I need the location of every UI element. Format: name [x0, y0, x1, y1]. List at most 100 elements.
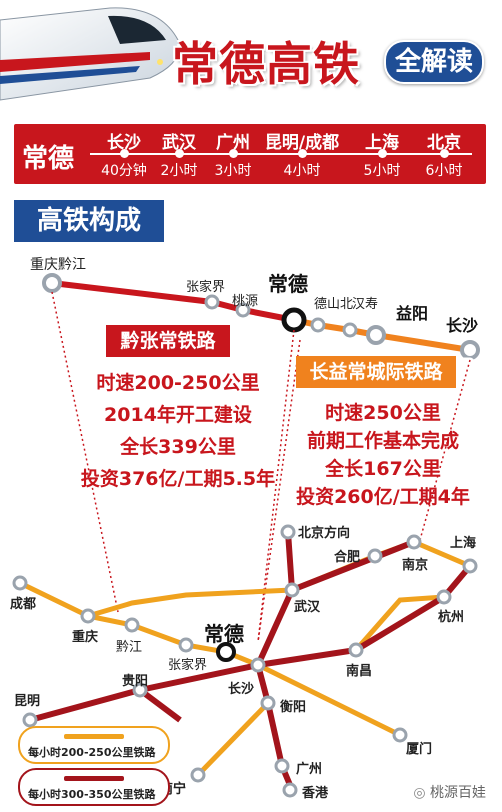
city-guangzhou: [274, 758, 290, 774]
city-xiamen: [392, 727, 408, 743]
header-banner: 常德高铁 全解读: [0, 0, 502, 110]
label-kunming: 昆明: [14, 694, 41, 709]
travel-dest-city: 广州: [216, 133, 250, 153]
railway-investment: 投资260亿/工期4年: [296, 486, 470, 508]
label-changsha: 长沙: [446, 316, 479, 335]
yellow-railway: [256, 662, 402, 738]
qianzhangchang-line: [51, 280, 295, 323]
label-taoyuan: 桃源: [232, 294, 259, 309]
travel-dest-time: 5小时: [363, 163, 401, 179]
legend-item-200-250: 每小时200-250公里铁路: [18, 726, 170, 764]
city-kunming: [22, 712, 38, 728]
page-title: 常德高铁: [172, 37, 360, 91]
city-chongqing: [80, 608, 96, 624]
label-wuhan: 武汉: [294, 600, 321, 615]
yellow-railway: [196, 701, 270, 777]
station-yiyang: [366, 325, 386, 345]
label-shanghai: 上海: [450, 536, 477, 551]
label-hengyang: 衡阳: [280, 700, 307, 715]
label-hangzhou: 杭州: [438, 610, 465, 625]
travel-time-bar: 常德 长沙 40分钟 武汉 2小时 广州 3小时 昆明/成都 4小时 上海 5小…: [14, 124, 486, 184]
railway-length: 全长167公里: [325, 458, 441, 480]
travel-dest-city: 昆明/成都: [264, 133, 340, 153]
station-zhangjiajie: [204, 294, 220, 310]
travel-dot: [378, 149, 387, 158]
station-changsha: [460, 340, 480, 360]
label-hongkong: 香港: [302, 786, 329, 801]
travel-dest-city: 武汉: [162, 133, 196, 153]
city-nanning: [190, 767, 206, 783]
railway-investment: 投资376亿/工期5.5年: [80, 468, 276, 490]
railway-speed: 时速200-250公里: [96, 372, 260, 394]
city-hengyang: [260, 695, 276, 711]
railway-length: 全长339公里: [120, 436, 236, 458]
travel-dest-city: 北京: [427, 133, 461, 153]
travel-dot: [120, 149, 129, 158]
label-zhangjiajie: 张家界: [186, 280, 226, 295]
label-yiyang: 益阳: [396, 304, 429, 323]
railway-speed: 时速250公里: [325, 402, 441, 424]
label-deshanbei: 德山北: [314, 297, 354, 312]
travel-dest-time: 40分钟: [101, 163, 147, 179]
label-chongqing-qianjiang: 重庆黔江: [30, 257, 86, 273]
city-hongkong: [282, 782, 298, 798]
label-qianjiang: 黔江: [116, 640, 143, 655]
station-deshanbei: [310, 317, 326, 333]
legend-item-300-350: 每小时300-350公里铁路: [18, 768, 170, 806]
station-changde: [281, 307, 307, 333]
travel-dest-time: 2小时: [160, 163, 198, 179]
travel-time-line: [90, 153, 472, 155]
travel-origin: 常德: [22, 144, 75, 174]
legend-label: 每小时300-350公里铁路: [28, 788, 156, 801]
legend-swatch-yellow: [64, 734, 124, 739]
callout-line: [419, 359, 471, 541]
city-chengdu: [12, 575, 28, 591]
city-shanghai: [462, 558, 478, 574]
railway-name-changyichang: 长益常城际铁路: [296, 356, 456, 388]
label-hefei: 合肥: [334, 550, 361, 565]
label-chengdu: 成都: [10, 597, 37, 612]
city-wuhan: [284, 582, 300, 598]
callout-line: [257, 339, 301, 643]
travel-dot: [229, 149, 238, 158]
label-beijing-direction: 北京方向: [298, 526, 351, 541]
travel-dot: [440, 149, 449, 158]
label-nanchang: 南昌: [346, 664, 373, 679]
train-illustration: [0, 7, 180, 101]
travel-dot: [175, 149, 184, 158]
watermark: ◎ 桃源百娃: [413, 782, 486, 802]
watermark-text: 桃源百娃: [430, 785, 486, 801]
travel-dot: [298, 149, 307, 158]
title-badge: 全解读: [384, 40, 484, 84]
city-changde: [216, 642, 236, 662]
darkred-railway: [138, 687, 182, 723]
travel-dest-time: 4小时: [283, 163, 321, 179]
railway-status: 前期工作基本完成: [306, 430, 459, 452]
city-changsha: [250, 657, 266, 673]
city-nanchang: [348, 642, 364, 658]
section-heading: 高铁构成: [14, 200, 164, 242]
label-zhangjiajie-bottom: 张家界: [168, 658, 208, 673]
station-hanshou: [342, 322, 358, 338]
label-chongqing: 重庆: [72, 630, 99, 645]
city-qianjiang: [124, 617, 140, 633]
travel-dest-time: 3小时: [214, 163, 252, 179]
label-hanshou: 汉寿: [352, 297, 379, 312]
label-changde: 常德: [268, 272, 308, 296]
label-xiamen: 厦门: [406, 742, 433, 757]
railway-start: 2014年开工建设: [104, 404, 252, 426]
station-chongqing-qianjiang: [42, 273, 62, 293]
label-guangzhou: 广州: [296, 762, 323, 777]
label-nanjing: 南京: [402, 558, 429, 573]
station-taoyuan: [235, 302, 251, 318]
city-hefei: [367, 548, 383, 564]
legend-label: 每小时200-250公里铁路: [28, 746, 156, 759]
label-changsha-bottom: 长沙: [228, 682, 255, 697]
city-zhangjiajie: [178, 637, 194, 653]
wechat-icon: ◎: [413, 785, 426, 801]
label-guiyang: 贵阳: [122, 674, 149, 689]
travel-dest-city: 上海: [365, 133, 399, 153]
city-beijing-direction: [280, 524, 296, 540]
railway-name-qianzhangchang: 黔张常铁路: [106, 325, 230, 357]
